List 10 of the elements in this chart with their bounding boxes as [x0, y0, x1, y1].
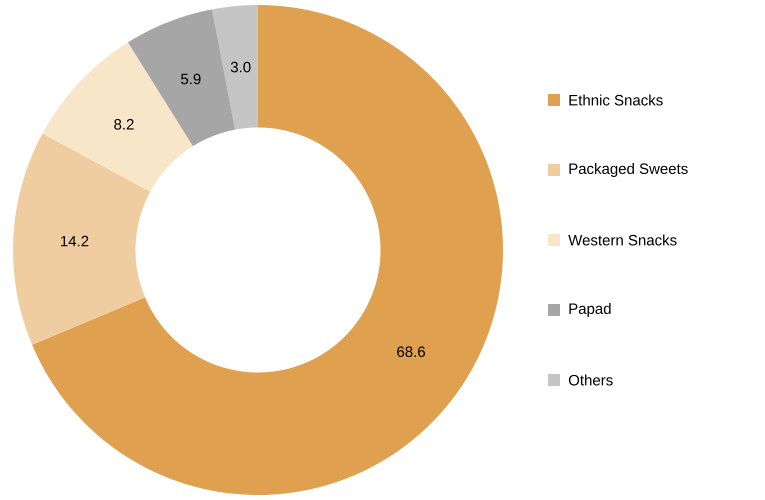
legend-label: Ethnic Snacks — [569, 94, 663, 106]
data-label: 5.9 — [181, 74, 201, 84]
data-label: 3.0 — [230, 62, 251, 72]
data-label: 8.2 — [114, 118, 134, 130]
legend-label: Others — [568, 374, 613, 386]
data-label: 14.2 — [61, 236, 88, 246]
legend-label: Western Snacks — [568, 234, 677, 246]
legend-label: Packaged Sweets — [569, 163, 688, 177]
data-label: 68.6 — [397, 346, 425, 357]
legend-label: Papad — [569, 302, 611, 317]
